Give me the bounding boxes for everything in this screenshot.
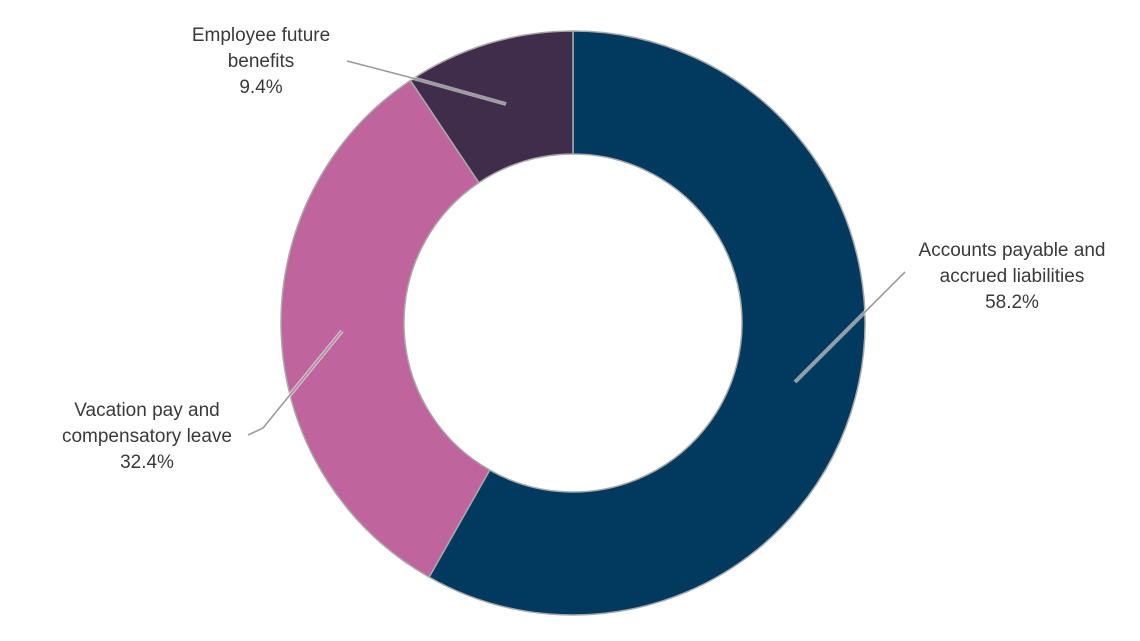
data-label-value: 9.4% [239, 77, 282, 98]
leader-line-accounts-payable-and-accrued-liabilities [794, 271, 906, 383]
leader-lines-layer [247, 59, 907, 437]
leader-line-vacation-pay-and-compensatory-leave [247, 330, 343, 436]
data-label-category-line: Vacation pay and [74, 400, 219, 421]
slice-accounts-payable-and-accrued-liabilities [428, 30, 866, 616]
data-label-value: 58.2% [985, 292, 1039, 313]
data-label-employee-future-benefits: Employee future benefits 9.4% [192, 25, 330, 98]
data-label-category-line: benefits [228, 51, 295, 72]
data-label-vacation-pay-and-compensatory-leave: Vacation pay and compensatory leave 32.4% [62, 400, 232, 473]
data-label-accounts-payable-and-accrued-liabilities: Accounts payable and accrued liabilities 5… [919, 240, 1106, 313]
data-label-category-line: accrued liabilities [940, 266, 1085, 287]
data-label-category-line: Employee future [192, 25, 330, 46]
slices-layer [280, 30, 866, 616]
data-label-category-line: compensatory leave [62, 426, 232, 447]
labels-layer: Accounts payable and accrued liabilities 5… [62, 25, 1106, 473]
slice-employee-future-benefits [409, 30, 574, 184]
data-label-value: 32.4% [120, 452, 174, 473]
slice-vacation-pay-and-compensatory-leave [280, 79, 491, 579]
leader-line-employee-future-benefits [346, 60, 507, 105]
data-label-category-line: Accounts payable and [919, 240, 1106, 261]
